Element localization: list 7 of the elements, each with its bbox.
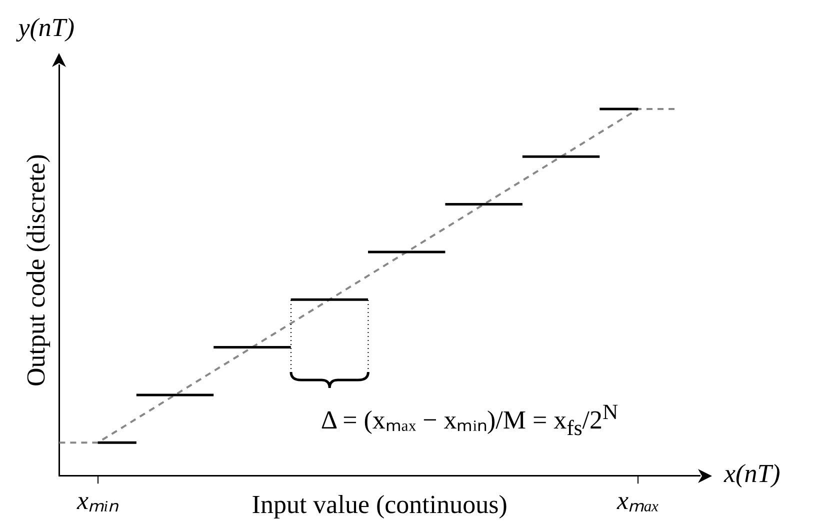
x-axis-title: Input value (continuous) — [252, 490, 508, 520]
text: x(nT) — [722, 458, 782, 489]
x-tick-label: xₘₐₓ — [616, 486, 660, 516]
text: y(nT) — [15, 13, 76, 43]
x-tick-label: xₘᵢₙ — [76, 486, 120, 516]
annotation: Δ = (xₘₐₓ − xₘᵢₙ)/M = x$_{fs}$/2$^{N}$ — [320, 400, 618, 440]
y-axis-title: Output code (discrete) — [21, 154, 50, 387]
